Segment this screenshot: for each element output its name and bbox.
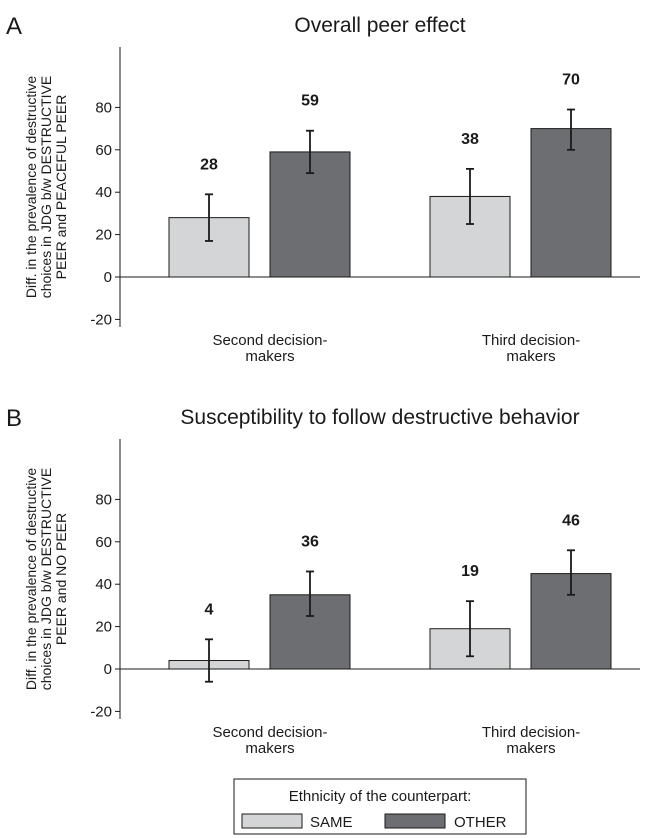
category-label: Second decision-makers	[212, 724, 327, 757]
y-tick-label: -20	[90, 703, 112, 720]
data-label: 70	[562, 72, 580, 89]
panel-letter: A	[6, 13, 22, 40]
chart-title: Susceptibility to follow destructive beh…	[180, 406, 579, 429]
y-tick-label: 20	[95, 227, 112, 244]
legend-title: Ethnicity of the counterpart:	[289, 788, 472, 805]
data-label: 36	[301, 533, 319, 550]
category-label-line: makers	[245, 348, 294, 365]
legend-label-other: OTHER	[454, 814, 507, 831]
category-label-line: makers	[506, 740, 555, 757]
chart-title: Overall peer effect	[294, 14, 465, 37]
category-label-line: makers	[506, 348, 555, 365]
category-label: Second decision-makers	[212, 332, 327, 365]
y-axis-label-line: choices in JDG b/w DESTRUCTIVE	[38, 76, 54, 299]
y-tick-label: 20	[95, 619, 112, 636]
category-label-line: Second decision-	[212, 724, 327, 741]
category-label: Third decision-makers	[482, 724, 580, 757]
category-label-line: makers	[245, 740, 294, 757]
y-axis-label: Diff. in the prevalence of destructivech…	[23, 468, 69, 691]
y-axis-label-line: PEER and NO PEER	[53, 513, 69, 645]
category-label-line: Second decision-	[212, 332, 327, 349]
y-axis-label-line: Diff. in the prevalence of destructive	[23, 468, 39, 691]
y-tick-label: 0	[104, 269, 112, 286]
y-axis-label-line: choices in JDG b/w DESTRUCTIVE	[38, 468, 54, 691]
y-axis-label-line: PEER and PEACEFUL PEER	[53, 95, 69, 280]
legend-swatch-other	[384, 813, 446, 829]
y-tick-label: 80	[95, 99, 112, 116]
data-label: 4	[205, 601, 214, 618]
y-tick-label: 40	[95, 576, 112, 593]
data-label: 28	[200, 156, 218, 173]
panel-b: B Susceptibility to follow destructive be…	[6, 405, 640, 757]
category-label-line: Third decision-	[482, 332, 580, 349]
y-tick-label: -20	[90, 311, 112, 328]
category-label-line: Third decision-	[482, 724, 580, 741]
y-tick-label: 60	[95, 534, 112, 551]
y-tick-label: 60	[95, 142, 112, 159]
legend: Ethnicity of the counterpart: SAME OTHER	[233, 778, 527, 835]
data-label: 59	[301, 93, 319, 110]
data-label: 19	[461, 563, 479, 580]
y-axis-label: Diff. in the prevalence of destructivech…	[23, 76, 69, 299]
panel-a: A Overall peer effect Diff. in the prevale…	[6, 13, 640, 365]
y-tick-label: 0	[104, 661, 112, 678]
y-tick-label: 40	[95, 184, 112, 201]
data-label: 46	[562, 512, 580, 529]
bar-other	[530, 128, 612, 278]
y-tick-label: 80	[95, 491, 112, 508]
y-axis-label-line: Diff. in the prevalence of destructive	[23, 76, 39, 299]
data-label: 38	[461, 131, 479, 148]
legend-swatch-same	[241, 813, 303, 829]
panel-letter: B	[6, 405, 22, 432]
legend-label-same: SAME	[310, 814, 353, 831]
category-label: Third decision-makers	[482, 332, 580, 365]
